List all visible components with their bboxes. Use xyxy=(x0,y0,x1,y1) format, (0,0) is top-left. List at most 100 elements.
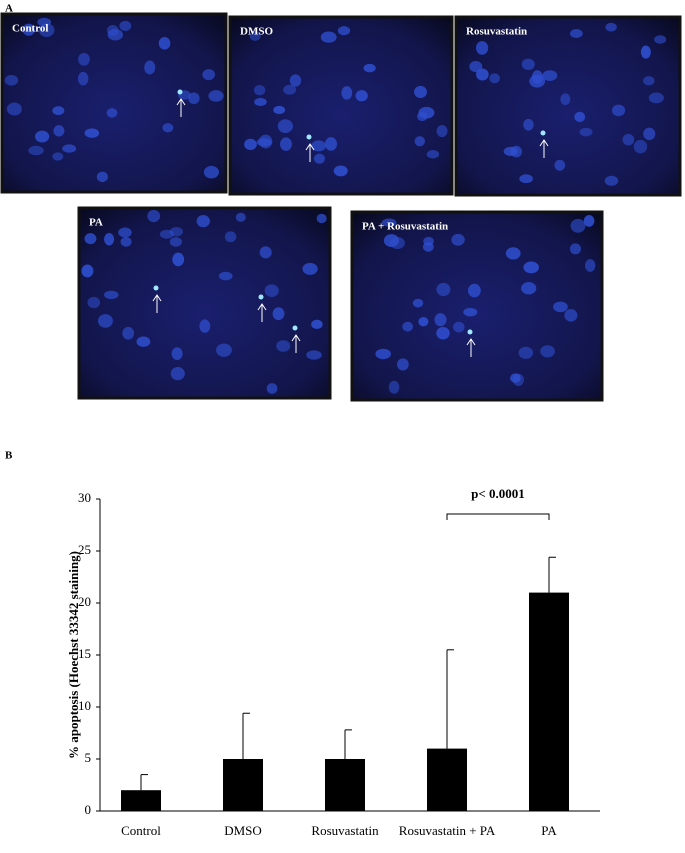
nucleus xyxy=(254,97,267,106)
nucleus xyxy=(467,283,481,298)
nucleus xyxy=(564,309,578,322)
nucleus xyxy=(97,314,113,328)
arrow xyxy=(291,334,301,353)
nucleus xyxy=(583,214,595,227)
nucleus xyxy=(96,171,108,183)
nucleus xyxy=(451,233,465,246)
nucleus xyxy=(402,321,414,332)
nucleus xyxy=(81,264,94,278)
nucleus xyxy=(272,307,285,321)
nucleus xyxy=(249,31,261,41)
nucleus xyxy=(355,90,368,102)
nucleus xyxy=(302,262,318,275)
arrow xyxy=(466,338,476,357)
nucleus xyxy=(475,41,489,55)
nucleus xyxy=(469,61,483,73)
nucleus xyxy=(436,326,450,340)
nucleus xyxy=(390,236,405,249)
nucleus xyxy=(120,237,132,247)
nucleus xyxy=(396,358,409,371)
nucleus xyxy=(77,71,89,86)
nucleus xyxy=(122,326,135,340)
bar xyxy=(325,759,365,811)
nucleus xyxy=(170,367,185,381)
apoptotic-nucleus xyxy=(540,130,546,136)
micrograph xyxy=(0,12,228,194)
nucleus xyxy=(289,74,302,87)
nucleus xyxy=(273,105,286,115)
y-tick-label: 5 xyxy=(85,750,92,765)
nucleus xyxy=(52,106,65,116)
nucleus xyxy=(476,68,489,81)
micrograph-label: PA + Rosuvastatin xyxy=(362,221,448,233)
micrograph-label: DMSO xyxy=(240,26,273,38)
bar-chart: 0 5 10 15 20 25 30 % apoptosis (Hoechst 33342 s… xyxy=(66,486,600,817)
nucleus xyxy=(78,52,90,66)
nucleus xyxy=(22,23,35,36)
nucleus xyxy=(570,218,586,233)
nucleus xyxy=(313,153,325,164)
nucleus xyxy=(560,93,571,106)
nucleus xyxy=(521,282,537,295)
nucleus xyxy=(119,20,132,31)
nucleus xyxy=(4,74,19,86)
nucleus xyxy=(640,45,651,59)
nucleus xyxy=(463,307,478,317)
nucleus xyxy=(381,218,397,227)
nucleus xyxy=(53,125,65,137)
micrograph xyxy=(454,15,682,197)
nucleus xyxy=(554,159,566,171)
nucleus xyxy=(276,340,291,352)
nucleus xyxy=(579,127,593,137)
bar xyxy=(121,790,161,811)
nucleus xyxy=(188,92,200,105)
nucleus xyxy=(28,145,44,156)
nucleus xyxy=(414,136,425,147)
nucleus xyxy=(434,313,447,327)
nucleus xyxy=(605,22,617,32)
nucleus xyxy=(136,336,151,347)
micrograph xyxy=(77,206,332,400)
nucleus xyxy=(611,104,626,117)
nucleus xyxy=(574,111,586,123)
nucleus xyxy=(375,348,391,360)
apoptotic-nucleus xyxy=(306,134,312,140)
micrograph xyxy=(228,15,454,196)
micrograph-label: Rosuvastatin xyxy=(466,26,527,38)
nucleus xyxy=(521,58,535,71)
nucleus xyxy=(264,284,279,297)
nucleus xyxy=(426,149,440,159)
nucleus xyxy=(208,90,224,102)
y-tick-label: 30 xyxy=(78,490,91,505)
apoptotic-nucleus xyxy=(467,329,473,335)
nucleus xyxy=(540,345,555,358)
x-tick-label: PA xyxy=(541,823,557,838)
nucleus xyxy=(436,282,451,297)
apoptotic-nucleus xyxy=(177,89,183,95)
significance-bracket xyxy=(446,513,550,520)
nucleus xyxy=(103,290,119,300)
nucleus xyxy=(604,175,619,186)
nucleus xyxy=(553,301,568,313)
nucleus xyxy=(118,227,132,238)
nucleus xyxy=(259,246,272,259)
nucleus xyxy=(258,134,273,149)
nucleus xyxy=(216,343,232,357)
nucleus xyxy=(643,76,655,86)
nucleus xyxy=(202,69,215,81)
nucleus xyxy=(414,85,427,99)
nucleus xyxy=(224,231,237,243)
nucleus xyxy=(633,139,648,154)
bar xyxy=(427,748,467,811)
nucleus xyxy=(388,380,400,394)
nucleus xyxy=(316,213,327,224)
apoptotic-nucleus xyxy=(258,294,264,300)
panel-label: A xyxy=(5,3,13,15)
apoptotic-nucleus xyxy=(292,325,298,331)
y-axis-title: % apoptosis (Hoechst 33342 staining) xyxy=(66,551,81,759)
nucleus xyxy=(505,247,521,260)
nucleus xyxy=(569,243,581,255)
nucleus xyxy=(37,17,52,27)
bar xyxy=(223,759,263,811)
